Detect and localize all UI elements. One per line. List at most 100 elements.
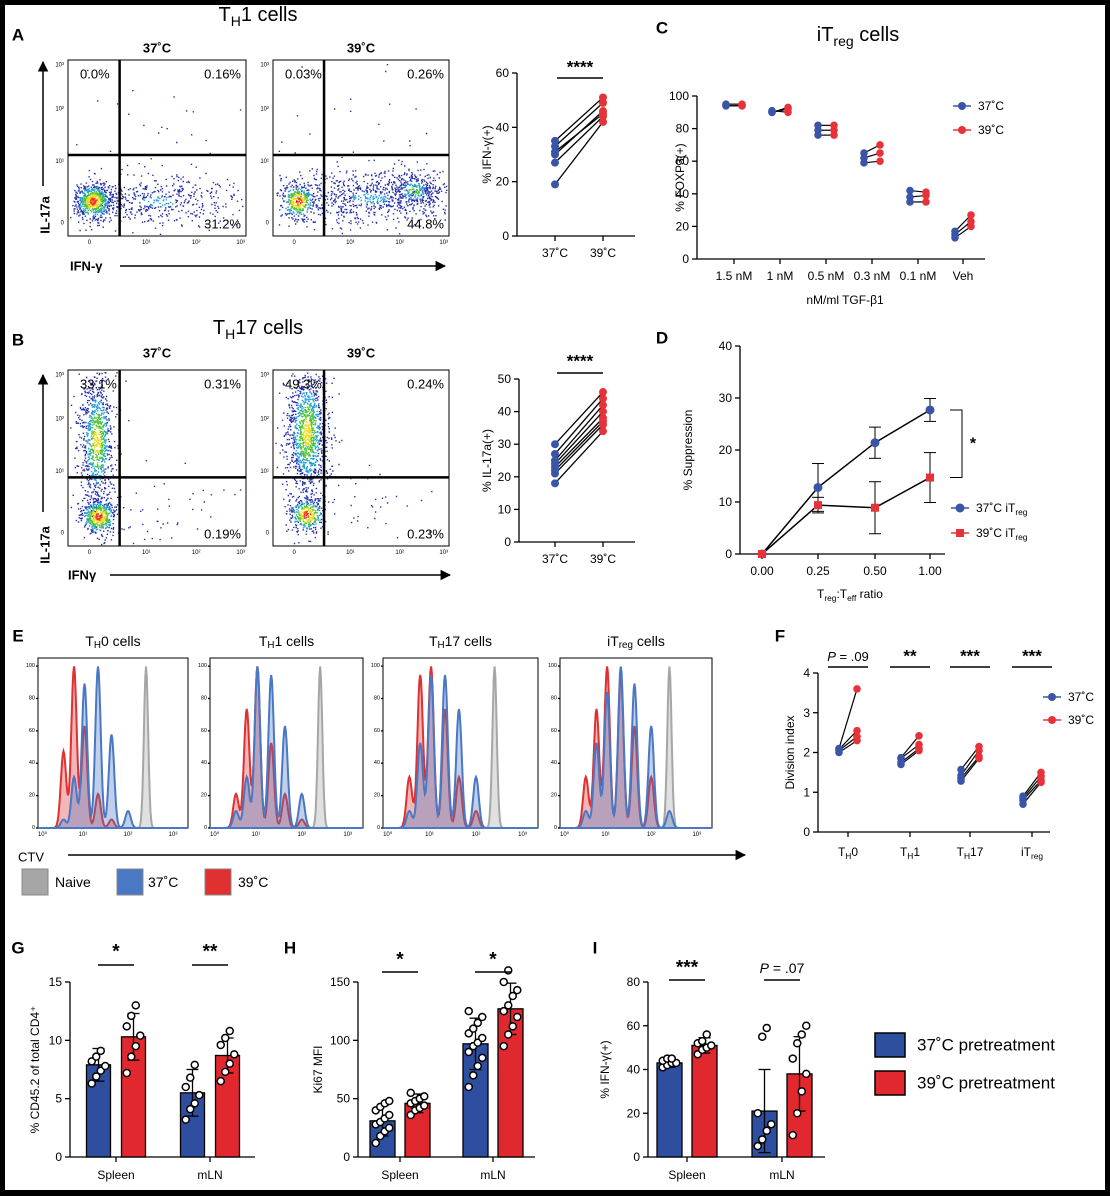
y-tick-label: 30 <box>498 437 512 451</box>
y-axis-label: IL-17a <box>38 195 53 233</box>
point <box>784 103 792 112</box>
text-part: T <box>85 633 94 649</box>
point <box>551 479 559 488</box>
text-part: 39˚C iT <box>976 526 1016 540</box>
x-axis-label: IFNγ <box>68 568 97 583</box>
subscript: H <box>231 13 241 29</box>
data-point <box>420 1092 429 1101</box>
legend-label: 39˚C <box>978 123 1004 137</box>
x-tick-label: 0 <box>292 240 296 246</box>
legend-label: Naive <box>55 874 91 890</box>
data-point <box>464 1082 473 1092</box>
point <box>951 227 959 236</box>
legend-swatch <box>116 868 144 896</box>
data-point <box>753 1109 762 1118</box>
legend-label: 39˚C <box>1068 713 1094 727</box>
x-tick-label: TH0 <box>838 845 858 861</box>
y-tick-label: 10² <box>55 416 64 422</box>
point <box>906 186 914 195</box>
x-tick-label: 10³ <box>343 832 352 838</box>
point <box>876 157 884 165</box>
panel-label: A <box>12 26 24 45</box>
y-axis-label: % IL-17a(+) <box>480 429 494 492</box>
subscript: H <box>267 640 274 651</box>
significance: *** <box>676 958 699 979</box>
legend-label: 37˚C <box>148 874 178 890</box>
subscript: reg <box>824 593 836 603</box>
text-part: T <box>957 845 965 859</box>
data-point <box>513 985 522 995</box>
text-part: T <box>817 587 825 601</box>
data-point <box>195 1090 204 1100</box>
x-tick-label: 10⁰ <box>210 831 220 838</box>
subscript: H <box>438 640 445 651</box>
point <box>853 726 861 735</box>
y-tick-label: 80 <box>551 695 557 701</box>
data-point <box>101 1061 110 1071</box>
point <box>967 217 975 226</box>
density-dots <box>91 426 107 525</box>
data-point <box>420 1101 429 1110</box>
quadrant-label: 0.26% <box>407 67 444 82</box>
point <box>599 109 607 118</box>
y-tick-label: 20 <box>498 470 512 484</box>
text-part: = .07 <box>769 960 805 976</box>
x-tick-label: 10² <box>124 832 133 838</box>
data-point <box>87 1079 96 1088</box>
histogram-title: TH1 cells <box>259 633 314 651</box>
density-dots <box>84 399 112 531</box>
panel-label: I <box>593 939 598 958</box>
y-axis-label: % Suppression <box>681 410 695 491</box>
data-point <box>802 1069 811 1079</box>
point <box>599 93 607 102</box>
y-tick-label: 100 <box>330 1033 350 1047</box>
pair-line <box>838 688 858 749</box>
y-tick-label: 20 <box>676 219 690 233</box>
x-tick-label: 10¹ <box>425 832 434 838</box>
quadrant-label: 0.31% <box>204 377 241 392</box>
data-point <box>753 1141 762 1151</box>
data-point <box>702 1030 711 1039</box>
legend-label: 37˚C pretreatment <box>917 1036 1055 1055</box>
significance: ** <box>903 647 917 666</box>
quadrant-label: 0.19% <box>204 527 241 542</box>
data-point <box>464 1047 473 1057</box>
histogram-curve <box>210 666 363 829</box>
series-line <box>761 476 931 555</box>
y-tick-label: 80 <box>627 975 641 989</box>
data-point <box>767 1119 776 1129</box>
y-axis-label: IL-17a <box>38 525 53 563</box>
density-dots <box>287 186 421 213</box>
point <box>830 121 838 130</box>
column-heading: 39˚C <box>347 346 376 361</box>
pair-line <box>554 424 604 474</box>
density-dots <box>86 194 101 209</box>
text-part: iT <box>607 633 619 649</box>
subscript: reg <box>833 33 853 49</box>
text-part: :T <box>836 587 847 601</box>
y-tick-label: 20 <box>374 793 380 799</box>
panel-label: H <box>284 939 296 958</box>
y-tick-label: 10 <box>719 495 733 509</box>
density-dots <box>295 197 303 206</box>
x-tick-label: 10² <box>395 550 404 556</box>
point <box>915 732 923 740</box>
subscript: reg <box>1015 507 1027 517</box>
point <box>768 108 776 117</box>
data-point <box>122 1068 131 1078</box>
subscript: H <box>225 326 235 342</box>
legend-marker <box>958 126 966 134</box>
pair-line <box>554 115 604 164</box>
x-tick-label: 39˚C <box>590 552 616 566</box>
legend-label: 39˚C iTreg <box>976 526 1028 542</box>
text-part: = .09 <box>836 649 869 664</box>
significance: **** <box>567 58 594 77</box>
x-tick-label: mLN <box>769 1168 794 1182</box>
x-tick-label: 1.00 <box>918 564 942 578</box>
data-point <box>469 1024 478 1033</box>
point <box>551 136 559 145</box>
significance: * <box>396 950 404 971</box>
y-tick-label: 60 <box>551 728 557 734</box>
data-point <box>92 1072 101 1081</box>
histogram-title: TH0 cells <box>85 633 140 651</box>
